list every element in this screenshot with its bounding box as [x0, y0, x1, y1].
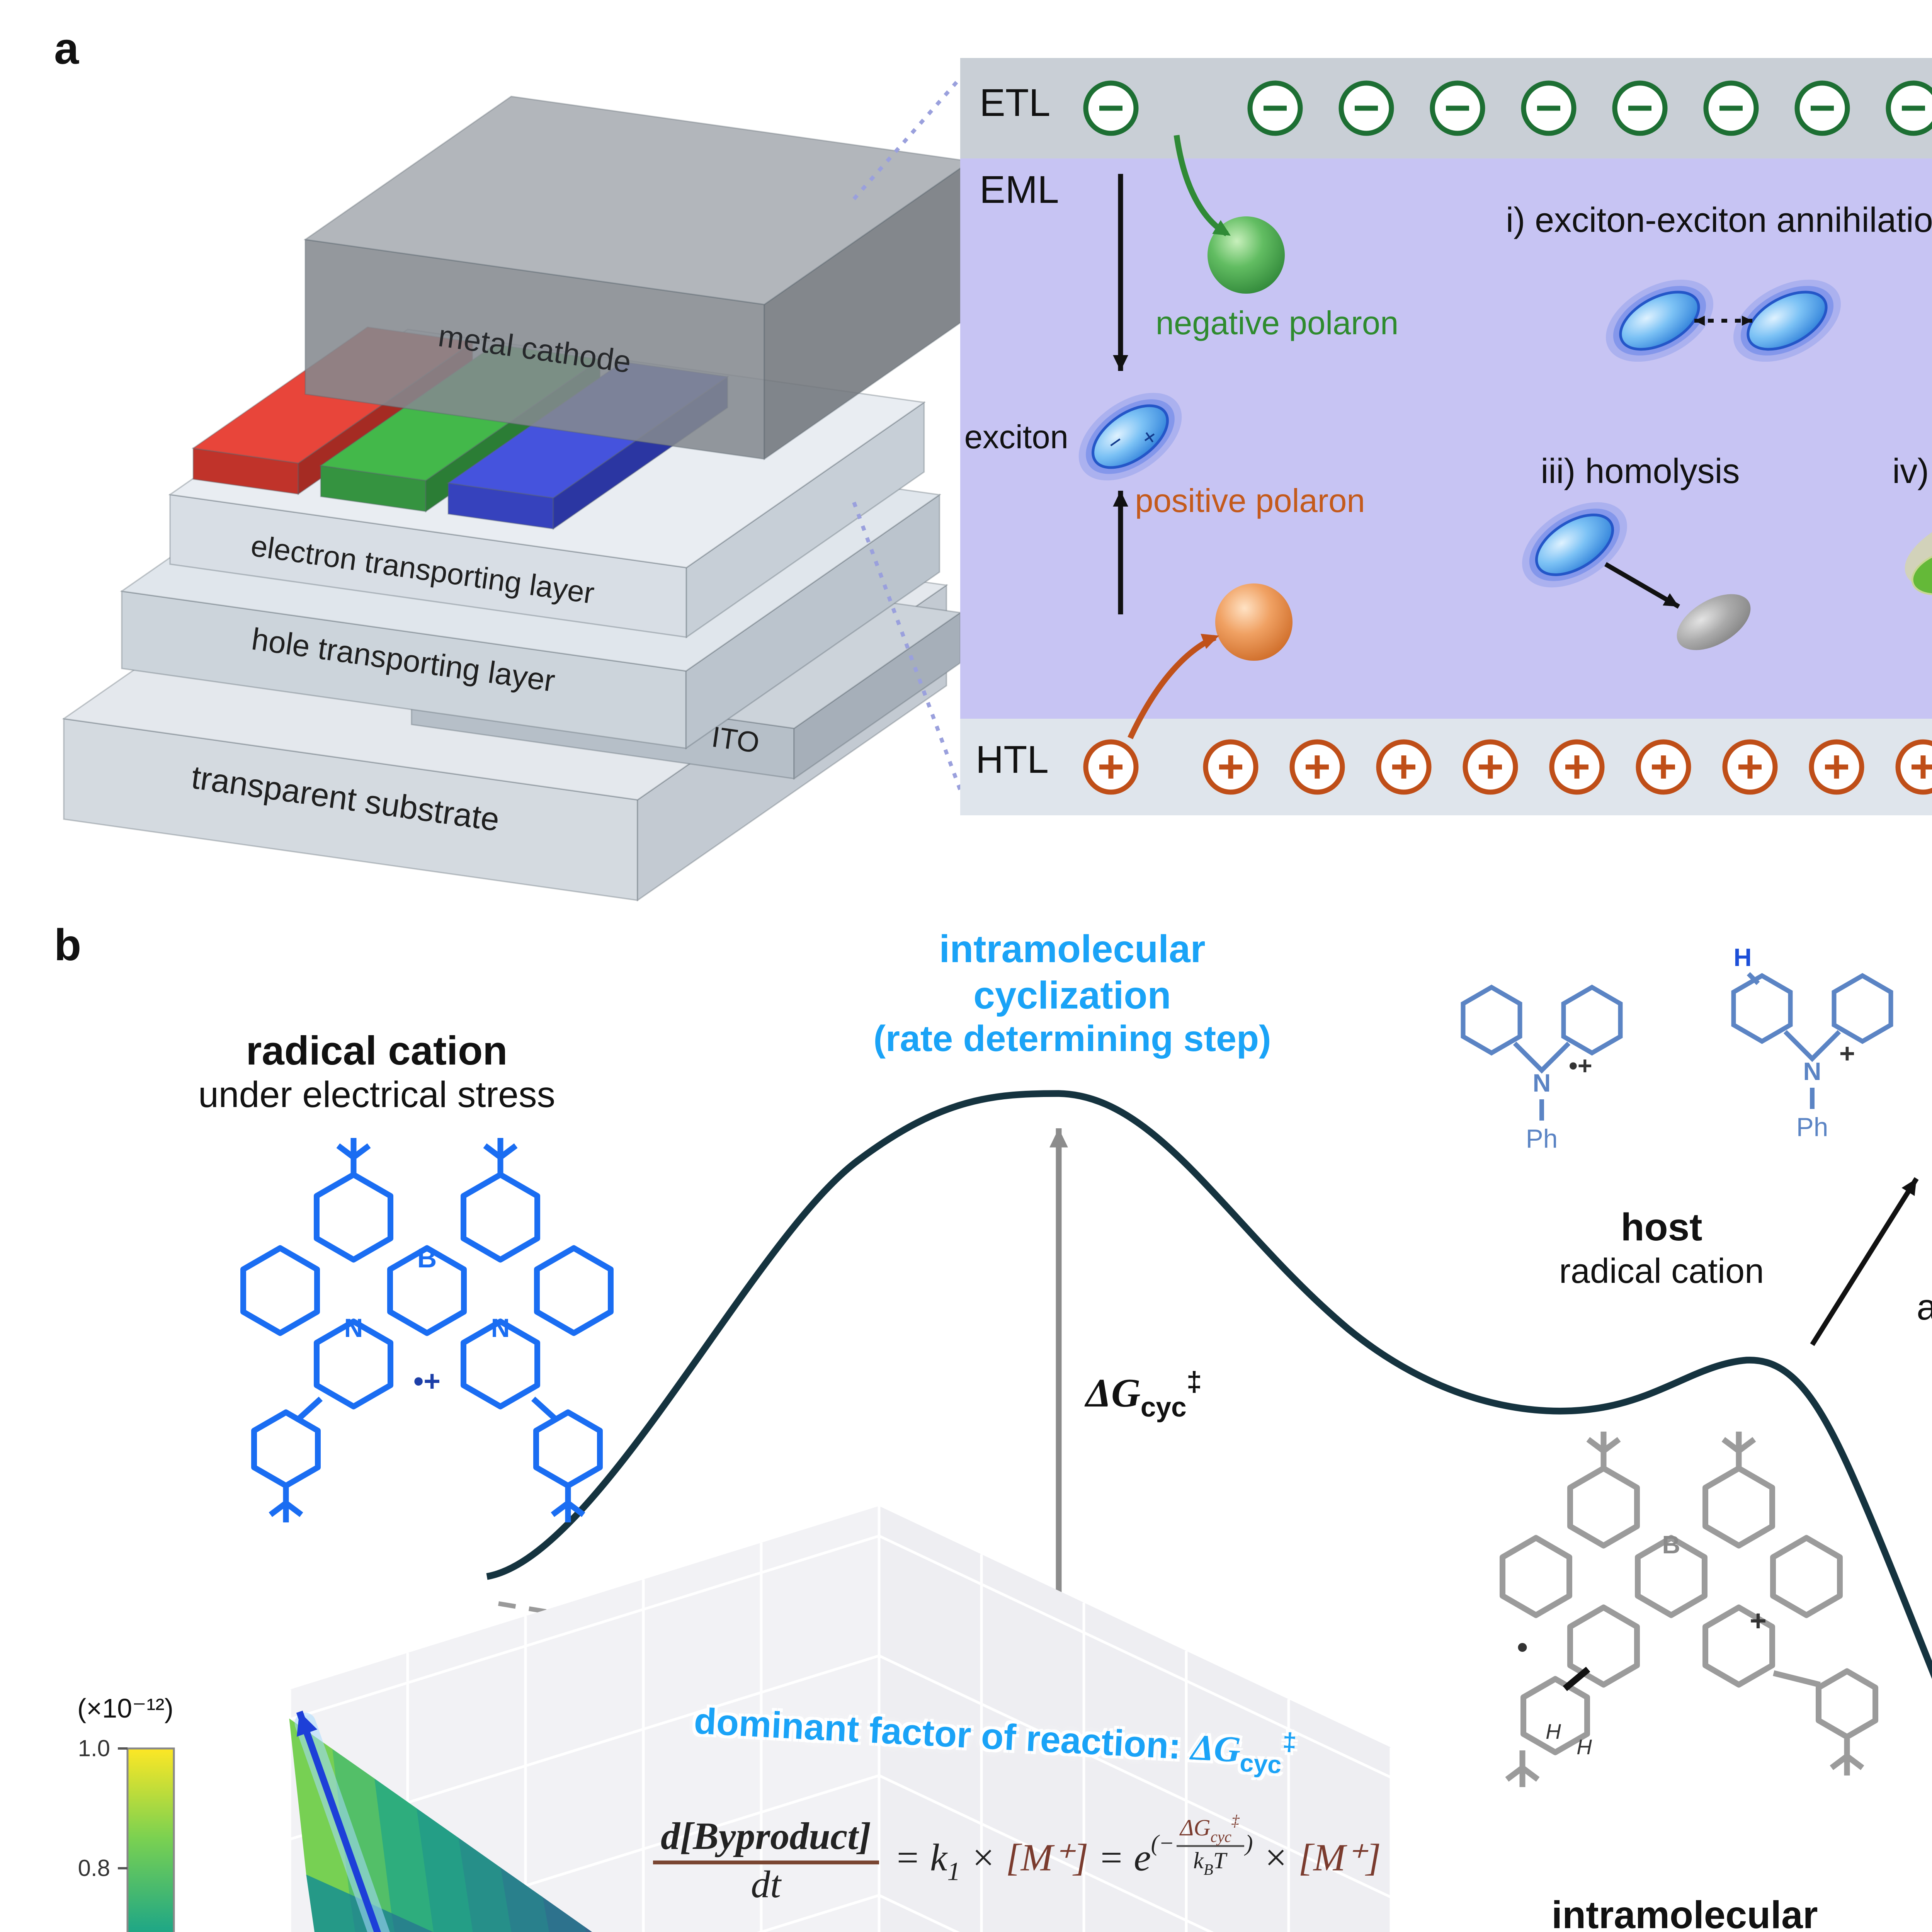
- delta-g-cyc-label: ΔGcyc‡: [1086, 1368, 1202, 1424]
- svg-text:B: B: [1662, 1531, 1680, 1559]
- dark-fragment-glyph: [1677, 594, 1751, 650]
- energy-curve: [486, 1090, 1932, 1679]
- svg-text:N: N: [344, 1314, 363, 1343]
- aggregation-glyph: [1905, 498, 1932, 595]
- svg-text:•: •: [1517, 1630, 1528, 1664]
- item-iv-label: iv) aggregation: [1892, 452, 1932, 491]
- svg-text:0.8: 0.8: [78, 1855, 110, 1881]
- panel-b-label: b: [54, 920, 82, 970]
- exciton-glyph: [1605, 279, 1714, 362]
- colorbar: [126, 1747, 175, 1932]
- rate-equation: d[Byproduct] dt = k1 × [M⁺] = e(− ΔGcyc‡ kB…: [647, 1812, 1555, 1908]
- panel-b-graphics: BNN•+NPh•+NPh+HB+•HHBNNBNNHb′Hc′Hc″Hb″Hd…: [78, 943, 1932, 1932]
- cyclization-step-label: intramolecular cyclization (rate determi…: [873, 929, 1271, 1061]
- exciton-glyph: − +: [1078, 393, 1182, 481]
- device-layer-label: ITO: [710, 720, 762, 759]
- hat-label: hydrogen atom transfer (HAT): [1897, 1244, 1932, 1376]
- htl-label: HTL: [976, 740, 1049, 782]
- colorbar-title: (×10⁻¹²): [77, 1692, 173, 1723]
- eml-label: EML: [980, 170, 1059, 213]
- negative-polaron-label: negative polaron: [1155, 305, 1399, 342]
- negative-polaron-ball: [1208, 216, 1285, 294]
- svg-text:Ph: Ph: [1526, 1124, 1558, 1153]
- item-i-label: i) exciton-exciton annihilation: [1506, 201, 1932, 240]
- radical-cation-molecule: B N N •+: [240, 1138, 614, 1522]
- mechanism-graphics: −++−: [960, 58, 1932, 815]
- svg-text:N: N: [1803, 1057, 1821, 1085]
- svg-text:N: N: [1533, 1069, 1551, 1097]
- cc-bond-label: intramolecular C–C bond formation: [1551, 1895, 1818, 1932]
- svg-text:B: B: [417, 1243, 437, 1273]
- positive-polaron-ball: [1215, 583, 1293, 661]
- svg-text:N: N: [491, 1314, 510, 1343]
- exciton-glyph: [1733, 279, 1841, 362]
- svg-text:+: +: [1750, 1604, 1767, 1637]
- panel-a-label: a: [54, 23, 79, 73]
- svg-text:+: +: [1839, 1038, 1855, 1068]
- exciton-glyph: [1522, 502, 1627, 588]
- svg-text:Ph: Ph: [1796, 1113, 1828, 1142]
- svg-text:•+: •+: [1569, 1051, 1592, 1080]
- svg-text:1.0: 1.0: [78, 1735, 110, 1761]
- exciton-label: exciton: [964, 419, 1068, 456]
- svg-text:•+: •+: [413, 1365, 440, 1397]
- intermediate-molecule: B + • HH: [1500, 1432, 1878, 1787]
- host-carbazole: N Ph + H: [1731, 943, 1893, 1142]
- svg-text:H: H: [1546, 1719, 1561, 1743]
- etl-label: ETL: [980, 83, 1051, 126]
- item-iii-label: iii) homolysis: [1541, 452, 1740, 491]
- positive-polaron-label: positive polaron: [1135, 483, 1365, 520]
- degradation-mechanism-panel: −++− ETL EML HTL exciton negative polaro…: [960, 58, 1932, 815]
- surface-plot: 3032343638400.00.20.40.60.81.00.00.20.40…: [78, 1506, 1393, 1932]
- connector-dotted-lines: [852, 70, 968, 806]
- svg-text:H: H: [1577, 1735, 1592, 1759]
- host-label: host radical cation: [1559, 1208, 1764, 1291]
- svg-text:H: H: [1734, 943, 1752, 971]
- reactant-label: radical cation under electrical stress: [198, 1030, 555, 1117]
- cathode-slab: [303, 95, 972, 461]
- host-carbazole: N Ph •+: [1461, 985, 1623, 1153]
